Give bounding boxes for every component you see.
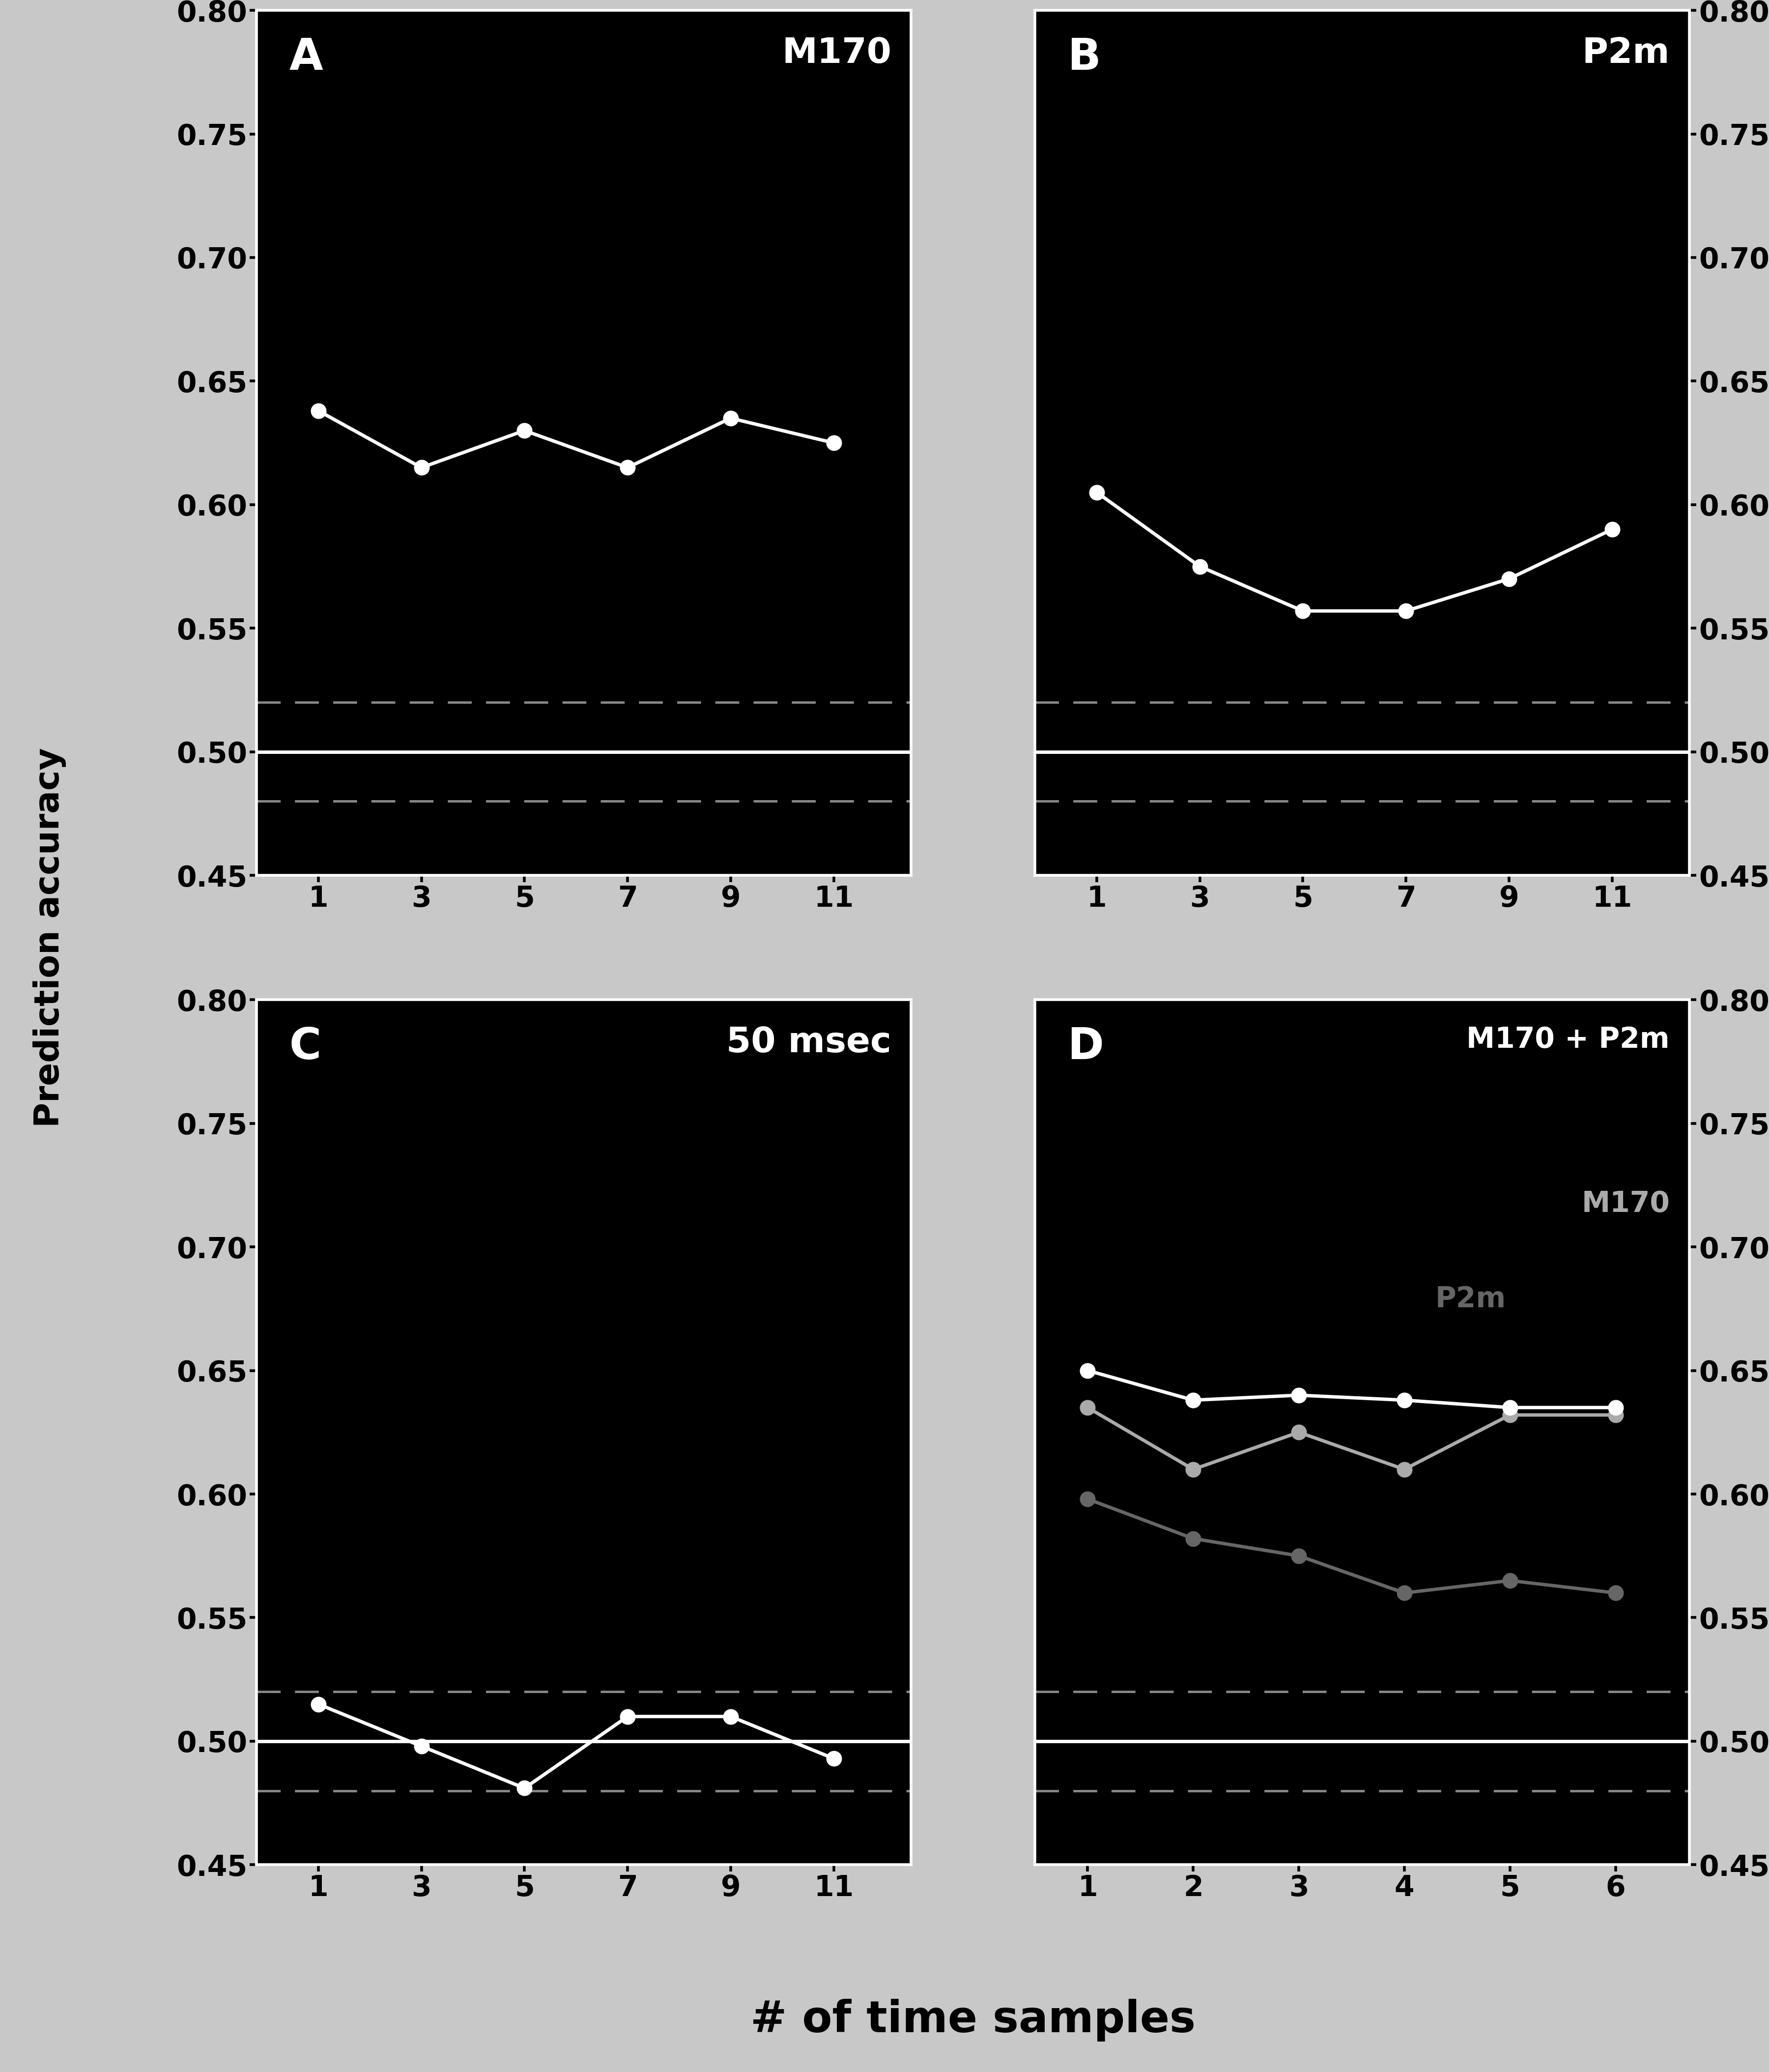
Text: M170: M170 [782, 37, 892, 70]
Text: # of time samples: # of time samples [750, 1999, 1196, 2041]
Text: M170 + P2m: M170 + P2m [1467, 1026, 1670, 1055]
Text: A: A [290, 37, 324, 79]
Text: P2m: P2m [1581, 37, 1670, 70]
Text: 50 msec: 50 msec [727, 1026, 892, 1059]
Text: P2m: P2m [1435, 1285, 1505, 1314]
Text: D: D [1067, 1026, 1104, 1069]
Text: B: B [1067, 37, 1100, 79]
Text: M170: M170 [1581, 1189, 1670, 1218]
Text: C: C [290, 1026, 322, 1069]
Text: D: D [1067, 1026, 1104, 1069]
Text: Prediction accuracy: Prediction accuracy [34, 748, 65, 1127]
